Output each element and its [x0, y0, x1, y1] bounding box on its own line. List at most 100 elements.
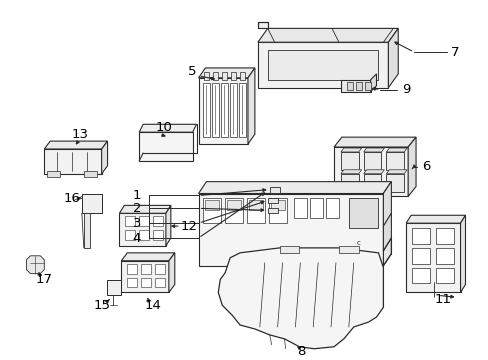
- Polygon shape: [257, 22, 267, 28]
- Polygon shape: [203, 198, 221, 223]
- Polygon shape: [386, 170, 407, 174]
- Polygon shape: [333, 147, 407, 197]
- Polygon shape: [44, 141, 107, 149]
- Text: 2: 2: [132, 202, 141, 215]
- Polygon shape: [387, 28, 397, 88]
- Text: 13: 13: [71, 128, 88, 141]
- Polygon shape: [139, 230, 149, 240]
- Polygon shape: [165, 205, 170, 246]
- Polygon shape: [198, 78, 247, 144]
- Polygon shape: [348, 198, 378, 228]
- Polygon shape: [213, 72, 218, 80]
- Text: 9: 9: [401, 83, 409, 96]
- Polygon shape: [198, 68, 254, 78]
- Polygon shape: [294, 198, 306, 218]
- Polygon shape: [119, 213, 165, 246]
- Polygon shape: [225, 198, 243, 223]
- Polygon shape: [198, 182, 390, 194]
- Polygon shape: [338, 246, 358, 253]
- Polygon shape: [47, 171, 60, 177]
- Text: 11: 11: [433, 293, 450, 306]
- Polygon shape: [83, 213, 90, 248]
- Polygon shape: [221, 83, 228, 137]
- Polygon shape: [168, 253, 174, 292]
- Polygon shape: [386, 148, 407, 152]
- Polygon shape: [205, 201, 219, 210]
- Polygon shape: [333, 137, 415, 147]
- Polygon shape: [222, 72, 227, 80]
- Polygon shape: [212, 83, 219, 137]
- Text: 15: 15: [93, 299, 110, 312]
- Polygon shape: [435, 268, 453, 283]
- Polygon shape: [406, 215, 465, 223]
- Polygon shape: [139, 132, 192, 161]
- Polygon shape: [267, 50, 378, 80]
- Polygon shape: [411, 268, 429, 283]
- Polygon shape: [383, 182, 390, 226]
- Text: 16: 16: [63, 192, 80, 205]
- Text: 6: 6: [421, 160, 429, 173]
- Polygon shape: [363, 148, 384, 152]
- Polygon shape: [141, 264, 151, 274]
- Polygon shape: [127, 264, 137, 274]
- Polygon shape: [325, 198, 338, 218]
- Polygon shape: [370, 74, 376, 92]
- Polygon shape: [269, 186, 279, 193]
- Polygon shape: [386, 174, 404, 192]
- Polygon shape: [364, 82, 370, 90]
- Polygon shape: [267, 198, 277, 203]
- Polygon shape: [340, 174, 358, 192]
- Polygon shape: [155, 264, 164, 274]
- Text: 10: 10: [155, 121, 172, 134]
- Polygon shape: [435, 228, 453, 244]
- Text: 4: 4: [133, 231, 141, 244]
- Text: 8: 8: [297, 345, 305, 358]
- Polygon shape: [204, 72, 209, 80]
- Polygon shape: [411, 228, 429, 244]
- Polygon shape: [363, 152, 381, 170]
- Polygon shape: [153, 216, 163, 226]
- Polygon shape: [247, 68, 254, 144]
- Polygon shape: [268, 198, 286, 223]
- Polygon shape: [26, 256, 44, 274]
- Polygon shape: [227, 201, 241, 210]
- Polygon shape: [383, 213, 390, 251]
- Polygon shape: [460, 215, 465, 292]
- Polygon shape: [153, 230, 163, 240]
- Polygon shape: [139, 124, 196, 132]
- Text: 14: 14: [144, 299, 161, 312]
- Polygon shape: [363, 174, 381, 192]
- Polygon shape: [355, 82, 361, 90]
- Polygon shape: [340, 170, 361, 174]
- Text: 5: 5: [188, 66, 197, 78]
- Polygon shape: [155, 278, 164, 287]
- Polygon shape: [346, 82, 352, 90]
- Polygon shape: [121, 261, 168, 292]
- Polygon shape: [230, 83, 237, 137]
- Polygon shape: [119, 205, 170, 213]
- Polygon shape: [239, 83, 245, 137]
- Polygon shape: [257, 28, 397, 42]
- Polygon shape: [203, 83, 210, 137]
- Polygon shape: [386, 152, 404, 170]
- Polygon shape: [127, 278, 137, 287]
- Text: 17: 17: [36, 273, 53, 286]
- Polygon shape: [309, 198, 323, 218]
- Polygon shape: [363, 170, 384, 174]
- Polygon shape: [383, 182, 390, 266]
- Polygon shape: [248, 201, 262, 210]
- Polygon shape: [102, 141, 107, 174]
- Polygon shape: [125, 230, 135, 240]
- Text: 12: 12: [180, 220, 197, 233]
- Polygon shape: [340, 148, 361, 152]
- Text: c: c: [356, 240, 360, 246]
- Polygon shape: [407, 137, 415, 197]
- Polygon shape: [218, 248, 383, 349]
- Polygon shape: [139, 216, 149, 226]
- Polygon shape: [231, 72, 236, 80]
- Polygon shape: [340, 152, 358, 170]
- Text: 7: 7: [450, 46, 459, 59]
- Polygon shape: [125, 216, 135, 226]
- Text: 1: 1: [132, 189, 141, 202]
- Polygon shape: [246, 198, 264, 223]
